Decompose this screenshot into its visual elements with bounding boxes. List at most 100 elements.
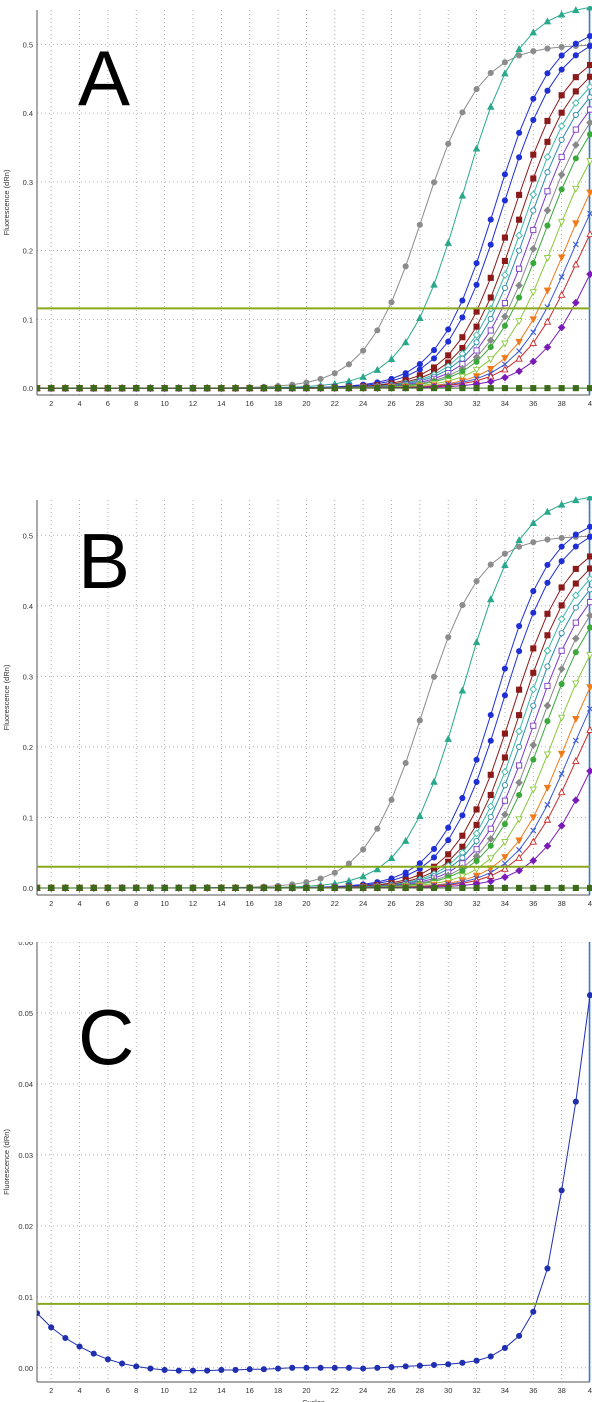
x-tick-label: 30 bbox=[444, 899, 452, 908]
x-tick-label: 28 bbox=[416, 899, 424, 908]
data-point bbox=[402, 884, 409, 891]
data-point bbox=[516, 743, 523, 750]
data-point bbox=[530, 827, 537, 834]
data-point bbox=[529, 837, 538, 845]
data-point bbox=[558, 1187, 565, 1194]
data-point bbox=[501, 561, 509, 569]
data-point bbox=[501, 665, 508, 672]
data-point bbox=[359, 372, 367, 380]
data-point bbox=[571, 141, 580, 149]
data-point bbox=[516, 846, 523, 853]
data-point bbox=[572, 260, 580, 268]
data-point bbox=[486, 356, 495, 364]
x-tick-label: 26 bbox=[387, 399, 395, 408]
series-17 bbox=[37, 884, 592, 891]
data-point bbox=[515, 281, 523, 290]
data-point bbox=[388, 884, 395, 891]
data-point bbox=[459, 334, 466, 341]
data-point bbox=[218, 385, 225, 392]
data-point bbox=[544, 188, 551, 195]
x-tick-label: 22 bbox=[331, 899, 339, 908]
data-point bbox=[572, 155, 579, 162]
data-point bbox=[175, 385, 182, 392]
data-point bbox=[544, 385, 551, 392]
data-point bbox=[487, 825, 494, 832]
data-point bbox=[544, 579, 551, 586]
data-point bbox=[472, 829, 481, 838]
data-point bbox=[487, 561, 494, 568]
data-point bbox=[572, 543, 579, 550]
data-point bbox=[516, 884, 523, 891]
data-point bbox=[147, 1365, 154, 1372]
data-point bbox=[472, 373, 481, 381]
data-point bbox=[62, 385, 69, 392]
y-tick-label: 0.2 bbox=[23, 247, 33, 256]
data-point bbox=[558, 92, 565, 99]
data-point bbox=[487, 216, 494, 223]
data-point bbox=[572, 531, 579, 538]
data-point bbox=[530, 260, 537, 267]
data-point bbox=[544, 45, 551, 52]
data-point bbox=[458, 191, 467, 199]
data-point bbox=[48, 1324, 55, 1331]
data-point bbox=[486, 377, 495, 386]
x-tick-label: 20 bbox=[302, 899, 310, 908]
data-point bbox=[204, 385, 211, 392]
data-point bbox=[458, 686, 467, 694]
data-point bbox=[586, 553, 592, 560]
data-point bbox=[402, 263, 409, 270]
data-point bbox=[459, 368, 466, 375]
data-point bbox=[558, 647, 565, 654]
data-point bbox=[317, 875, 324, 882]
data-point bbox=[445, 385, 452, 392]
data-point bbox=[515, 837, 523, 845]
data-point bbox=[572, 88, 579, 95]
data-point bbox=[472, 366, 481, 374]
data-point bbox=[530, 385, 537, 392]
data-point bbox=[430, 385, 438, 392]
data-point bbox=[501, 385, 508, 392]
data-point bbox=[317, 375, 324, 383]
data-point bbox=[544, 87, 551, 94]
data-point bbox=[487, 274, 494, 281]
x-tick-label: 2 bbox=[49, 1386, 53, 1395]
data-point bbox=[501, 365, 509, 373]
data-point bbox=[515, 853, 523, 861]
x-tick-label: 36 bbox=[529, 399, 537, 408]
data-point bbox=[416, 366, 423, 373]
data-point bbox=[416, 1362, 423, 1369]
y-tick-label: 0.5 bbox=[23, 531, 33, 540]
data-point bbox=[543, 507, 552, 515]
data-point bbox=[529, 28, 538, 36]
data-point bbox=[388, 796, 395, 803]
data-point bbox=[473, 323, 480, 330]
data-point bbox=[543, 343, 552, 352]
x-tick-label: 10 bbox=[160, 1386, 168, 1395]
data-point bbox=[586, 106, 592, 113]
x-tick-label: 10 bbox=[160, 899, 168, 908]
data-point bbox=[416, 385, 423, 392]
series-group bbox=[37, 496, 592, 892]
x-tick-label: 34 bbox=[501, 399, 509, 408]
x-tick-label: 38 bbox=[557, 1386, 565, 1395]
data-point bbox=[544, 117, 551, 124]
data-point bbox=[501, 550, 508, 557]
plot-area bbox=[37, 10, 590, 395]
chart-c-svg: 2 4 6 8 10 12 14 16 18 20 22 24 26 28 30 32 34 36 38 40.000… bbox=[2, 942, 592, 1402]
data-point bbox=[486, 102, 495, 110]
data-point bbox=[572, 496, 580, 504]
data-point bbox=[515, 45, 523, 53]
x-tick-label: 24 bbox=[359, 899, 367, 908]
data-point bbox=[458, 373, 467, 381]
y-tick-label: 0.1 bbox=[23, 315, 33, 324]
data-point bbox=[501, 839, 509, 847]
data-point bbox=[345, 1364, 352, 1371]
data-point bbox=[76, 1343, 83, 1350]
data-point bbox=[473, 578, 480, 585]
data-point bbox=[445, 338, 452, 345]
y-tick-label: 0.1 bbox=[23, 813, 33, 822]
data-point bbox=[558, 153, 565, 160]
data-point bbox=[501, 322, 508, 329]
x-tick-label: 6 bbox=[106, 399, 110, 408]
data-point bbox=[430, 280, 438, 288]
